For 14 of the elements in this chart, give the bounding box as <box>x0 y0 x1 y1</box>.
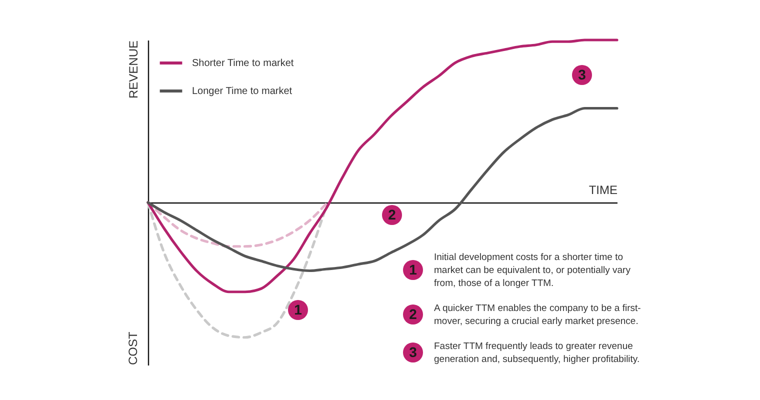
text: Faster TTM frequently leads to greater revenue generation and, subsequently, higher profitability. <box>434 341 640 365</box>
annotation: 1 <box>294 302 302 318</box>
legend-label: Shorter Time to market <box>192 58 294 69</box>
annotation: 2 <box>388 206 396 222</box>
annotation: A quicker TTM enables the company to be a first-mover, securing a crucial early market presence. <box>434 303 641 327</box>
text: 1 <box>409 262 417 278</box>
text: 3 <box>409 344 417 360</box>
y-axis-title: REVENUE <box>126 40 140 99</box>
text: 2 <box>409 306 417 322</box>
x-axis-title: TIME <box>588 183 618 197</box>
text: COST <box>126 330 140 365</box>
annotation: 3 <box>578 66 586 82</box>
legend-label: Longer Time to market <box>192 86 292 97</box>
annotation: Initial development costs for a shorter time to market can be equivalent to, or potentially vary from, those of a longer TTM. <box>434 252 631 289</box>
